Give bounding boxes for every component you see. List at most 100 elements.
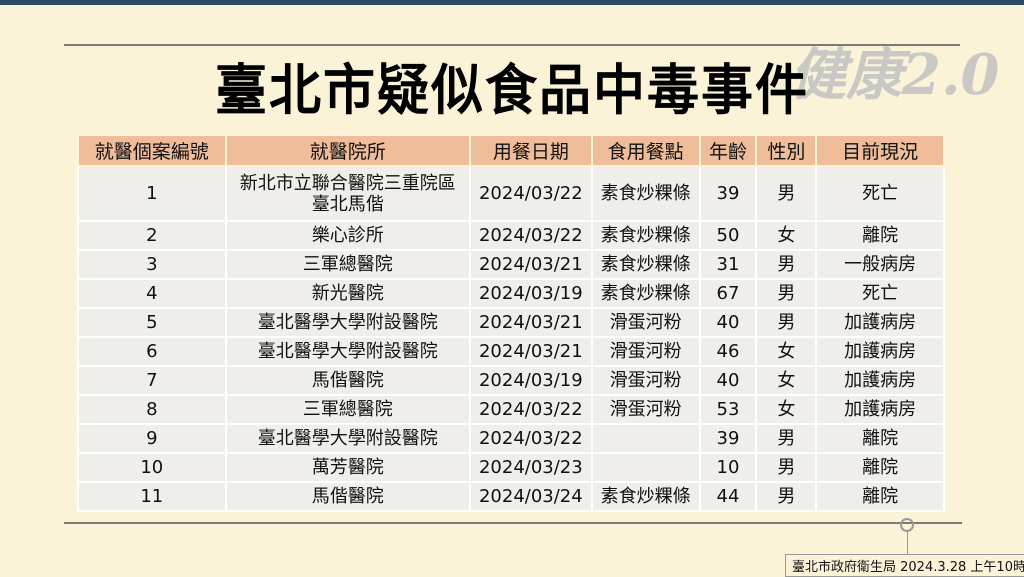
- source-textbox[interactable]: 臺北市政府衛生局 2024.3.28 上午10時: [785, 554, 1024, 577]
- window-top-bar: [0, 0, 1024, 5]
- table-cell: 7: [77, 365, 227, 396]
- table-cell: 女: [755, 394, 818, 425]
- table-cell: 滑蛋河粉: [590, 307, 701, 338]
- table-cell: 10: [77, 452, 227, 483]
- column-header: 就醫院所: [224, 134, 471, 167]
- table-cell: 男: [755, 423, 818, 454]
- table-row: 3 三軍總醫院 2024/03/21 素食炒粿條 31 男一般病房: [77, 249, 945, 280]
- table-cell: 男: [755, 307, 818, 338]
- table-cell: 44: [698, 481, 758, 512]
- table-cell: 2024/03/22: [468, 165, 593, 222]
- table-cell: 39: [698, 165, 758, 222]
- table-cell: 素食炒粿條: [590, 220, 701, 251]
- table-cell: 67: [698, 278, 758, 309]
- slide-title: 臺北市疑似食品中毒事件: [214, 59, 809, 123]
- table-cell: 離院: [815, 220, 945, 251]
- table-cell: 2024/03/19: [468, 278, 593, 309]
- table-cell: 男: [755, 481, 818, 512]
- table-cell: 離院: [815, 481, 945, 512]
- rotate-handle-icon[interactable]: [900, 518, 914, 532]
- bottom-divider: [64, 522, 962, 524]
- table-row: 2 樂心診所 2024/03/22 素食炒粿條 50 女離院: [77, 220, 945, 251]
- table-cell: 2024/03/21: [468, 336, 593, 367]
- table-cell: 滑蛋河粉: [590, 394, 701, 425]
- table-row: 1 新北市立聯合醫院三重院區 臺北馬偕 2024/03/22 素食炒粿條 39 男死亡: [77, 165, 945, 222]
- table-row: 6 臺北醫學大學附設醫院 2024/03/21 滑蛋河粉 46 女加護病房: [77, 336, 945, 367]
- table-cell: 2: [77, 220, 227, 251]
- table-row: 9 臺北醫學大學附設醫院 2024/03/22 39 男離院: [77, 423, 945, 454]
- table-cell: 加護病房: [815, 336, 945, 367]
- table-cell: 9: [77, 423, 227, 454]
- table-row: 11 馬偕醫院 2024/03/24 素食炒粿條 44 男離院: [77, 481, 945, 512]
- table-cell: 2024/03/22: [468, 220, 593, 251]
- table-cell: 1: [77, 165, 227, 222]
- table-cell: 新光醫院: [224, 278, 471, 309]
- table-cell: 滑蛋河粉: [590, 336, 701, 367]
- table-cell: 4: [77, 278, 227, 309]
- table-cell: 臺北醫學大學附設醫院: [224, 336, 471, 367]
- table-cell: 滑蛋河粉: [590, 365, 701, 396]
- table-cell: 10: [698, 452, 758, 483]
- table-row: 8 三軍總醫院 2024/03/22 滑蛋河粉 53 女加護病房: [77, 394, 945, 425]
- table-cell: 三軍總醫院: [224, 249, 471, 280]
- table-cell: 40: [698, 365, 758, 396]
- table-cell: 馬偕醫院: [224, 481, 471, 512]
- table-row: 10 萬芳醫院 2024/03/23 10 男離院: [77, 452, 945, 483]
- table-cell: 三軍總醫院: [224, 394, 471, 425]
- table-cell: 萬芳醫院: [224, 452, 471, 483]
- column-header: 性別: [755, 134, 818, 167]
- table-cell: 一般病房: [815, 249, 945, 280]
- table-cell: 11: [77, 481, 227, 512]
- table-cell: 5: [77, 307, 227, 338]
- table-cell: 新北市立聯合醫院三重院區 臺北馬偕: [224, 165, 471, 222]
- poisoning-cases-table: 就醫個案編號 就醫院所 用餐日期 食用餐點 年齡 性別 目前現況 1 新北市立聯合醫院三重院區…: [77, 134, 945, 512]
- table-cell: 馬偕醫院: [224, 365, 471, 396]
- column-header: 目前現況: [815, 134, 945, 167]
- table-row: 4 新光醫院 2024/03/19 素食炒粿條 67 男死亡: [77, 278, 945, 309]
- table-cell: 40: [698, 307, 758, 338]
- table-cell: 加護病房: [815, 365, 945, 396]
- table-cell: 離院: [815, 423, 945, 454]
- table-cell: 素食炒粿條: [590, 165, 701, 222]
- table-cell: 男: [755, 452, 818, 483]
- table-cell: 31: [698, 249, 758, 280]
- table-cell: 2024/03/22: [468, 423, 593, 454]
- table-cell: 素食炒粿條: [590, 278, 701, 309]
- table-cell: 2024/03/23: [468, 452, 593, 483]
- table-cell: 53: [698, 394, 758, 425]
- table-row: 5 臺北醫學大學附設醫院 2024/03/21 滑蛋河粉 40 男加護病房: [77, 307, 945, 338]
- table-cell: [590, 452, 701, 483]
- table-cell: 加護病房: [815, 307, 945, 338]
- table-cell: 男: [755, 278, 818, 309]
- table-cell: 死亡: [815, 278, 945, 309]
- column-header: 用餐日期: [468, 134, 593, 167]
- table-cell: 2024/03/24: [468, 481, 593, 512]
- table-cell: 樂心診所: [224, 220, 471, 251]
- table-cell: 女: [755, 365, 818, 396]
- table-cell: 女: [755, 336, 818, 367]
- table-cell: 2024/03/19: [468, 365, 593, 396]
- column-header: 食用餐點: [590, 134, 701, 167]
- table-cell: 離院: [815, 452, 945, 483]
- table-header-row: 就醫個案編號 就醫院所 用餐日期 食用餐點 年齡 性別 目前現況: [77, 134, 945, 167]
- table-cell: 死亡: [815, 165, 945, 222]
- table-cell: 臺北醫學大學附設醫院: [224, 307, 471, 338]
- table-cell: 8: [77, 394, 227, 425]
- table-cell: 素食炒粿條: [590, 481, 701, 512]
- table-cell: 臺北醫學大學附設醫院: [224, 423, 471, 454]
- rotate-handle-stem: [907, 532, 908, 554]
- table-cell: 39: [698, 423, 758, 454]
- table-cell: [590, 423, 701, 454]
- table-cell: 女: [755, 220, 818, 251]
- table-cell: 46: [698, 336, 758, 367]
- table-row: 7 馬偕醫院 2024/03/19 滑蛋河粉 40 女加護病房: [77, 365, 945, 396]
- table-cell: 3: [77, 249, 227, 280]
- table-cell: 2024/03/22: [468, 394, 593, 425]
- table-cell: 2024/03/21: [468, 249, 593, 280]
- watermark-logo: 健康2.0: [790, 42, 1000, 108]
- column-header: 就醫個案編號: [77, 134, 227, 167]
- table-cell: 男: [755, 165, 818, 222]
- column-header: 年齡: [698, 134, 758, 167]
- top-divider: [64, 44, 960, 46]
- table-cell: 50: [698, 220, 758, 251]
